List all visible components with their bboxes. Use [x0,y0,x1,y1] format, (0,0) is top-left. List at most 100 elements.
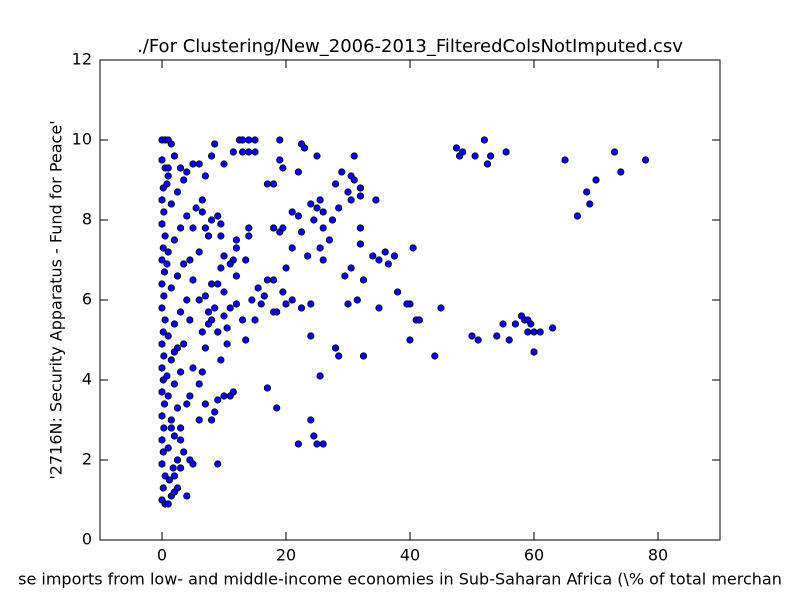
point [161,232,169,240]
point [390,252,399,260]
point [159,448,167,456]
point [313,204,321,212]
point [158,156,166,164]
point [232,236,240,244]
point [211,408,219,416]
point [214,460,222,468]
point [474,336,482,344]
point [208,216,216,224]
point [276,136,284,144]
x-tick-label: 80 [648,546,668,565]
point [251,136,259,144]
point [403,300,411,308]
point [208,280,216,288]
point [431,352,439,360]
point [245,224,253,232]
point [163,180,171,188]
point [204,320,213,328]
point [161,316,169,324]
point [341,272,349,280]
point [170,320,178,328]
point [183,296,191,304]
point [269,224,278,232]
point [263,276,271,284]
point [583,188,591,196]
point [338,168,346,176]
point [158,460,166,468]
point [214,328,222,336]
point [183,168,191,176]
point [223,324,231,332]
point [452,144,461,152]
point [239,136,247,144]
point [158,280,166,288]
point [177,164,185,172]
point [164,248,172,256]
point [381,248,389,256]
point [328,216,337,224]
point [170,432,178,440]
point [536,328,544,336]
point [158,340,166,348]
point [319,224,327,232]
point [214,212,222,220]
point [524,316,532,324]
point [189,224,197,232]
point [344,300,352,308]
point [251,316,259,324]
point [331,180,340,188]
point [356,240,364,248]
point [297,140,306,148]
point [325,236,333,244]
point [561,156,569,164]
point [297,304,306,312]
point [548,324,557,332]
point [189,460,197,468]
point [502,148,510,156]
point [158,220,166,228]
point [208,152,216,160]
point [180,340,188,348]
point [310,216,318,224]
point [294,168,302,176]
point [164,444,172,452]
point [223,340,231,348]
point [273,308,281,316]
point [304,252,312,260]
y-tick-label: 10 [72,130,92,149]
point [220,312,228,320]
point [573,212,582,220]
point [505,336,513,344]
point [183,492,191,500]
point [177,368,185,376]
chart-title: ./For Clustering/New_2006-2013_FilteredC… [137,36,683,57]
point [372,196,380,204]
point [173,188,182,196]
point [276,156,284,164]
point [170,348,178,356]
point [177,308,185,316]
point [167,284,175,292]
point [189,276,197,284]
point [204,232,213,240]
point [189,364,197,372]
point [263,180,271,188]
point [307,416,315,424]
point [483,160,492,168]
point [610,148,619,156]
point [214,280,222,288]
point [177,424,185,432]
point [269,180,278,188]
point [335,352,343,360]
point [257,300,265,308]
point [173,484,182,492]
point [263,384,271,392]
point [530,328,538,336]
point [214,396,222,404]
point [239,316,247,324]
point [158,364,166,372]
point [173,456,182,464]
point [220,160,228,168]
point [220,392,228,400]
